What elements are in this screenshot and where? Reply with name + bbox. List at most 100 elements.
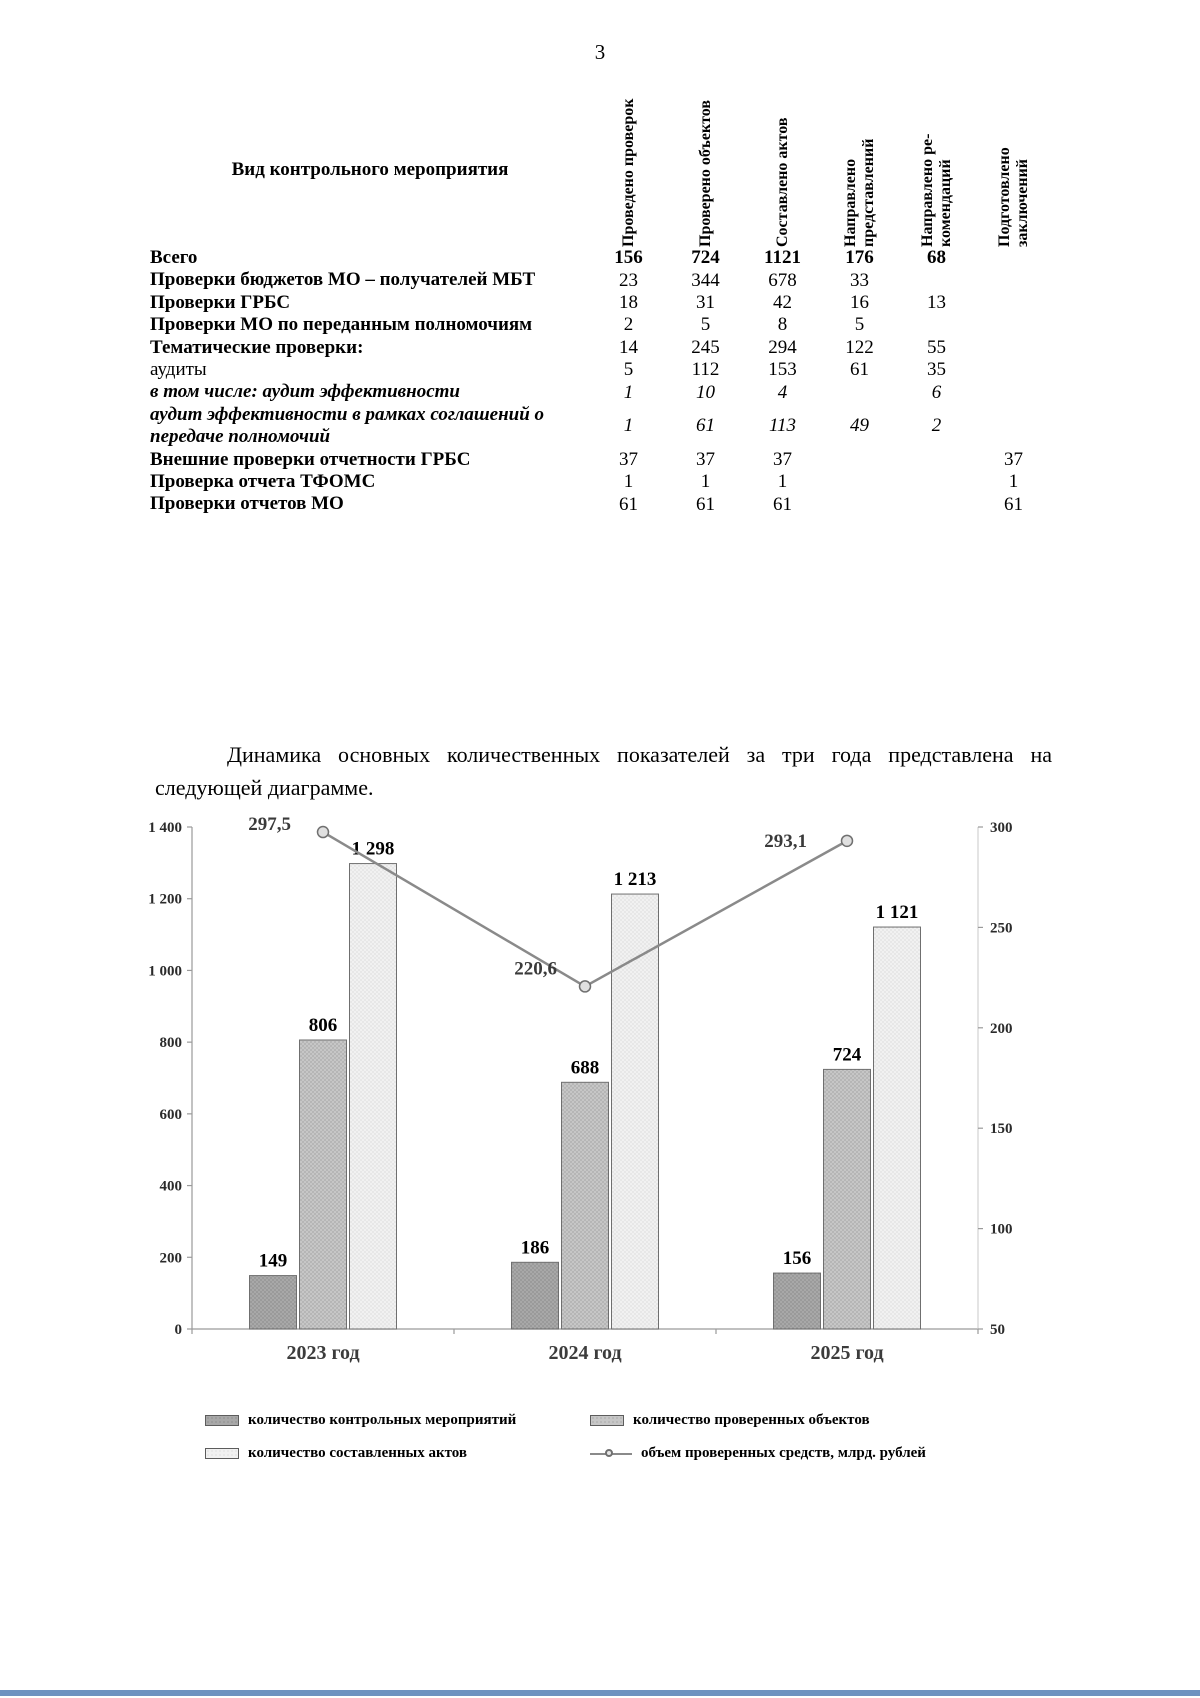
legend-item: количество контрольных мероприятий: [205, 1412, 590, 1429]
dynamics-chart-svg: 0 200 400 600 800 1 000 1 200 1 400 50 100 150 200 2…: [148, 814, 1013, 1364]
cell-value: [975, 269, 1052, 291]
cell-value: 1: [700, 471, 711, 493]
table-header-row: Вид контрольного мероприятия Проведено п…: [150, 92, 1052, 247]
row-label: аудит эффективности в рамках соглашений …: [150, 403, 545, 448]
cell-value: 37: [1004, 448, 1023, 470]
cell-value: 10: [696, 381, 715, 403]
line-data-label: 220,6: [514, 958, 557, 979]
cell-value: 35: [927, 359, 946, 381]
column-header: Подготовлено заключений: [995, 147, 1031, 247]
bar-data-label: 149: [259, 1251, 288, 1272]
cell-value: 2: [623, 314, 634, 336]
column-header: Проверено объектов: [696, 99, 714, 247]
right-axis-tick-label: 250: [990, 920, 1013, 936]
bar-data-label: 806: [309, 1015, 338, 1036]
bar-series-2: [561, 1081, 609, 1330]
table-row: Проверки отчетов МО 61 61 61 61: [150, 493, 1052, 515]
cell-value: 1: [623, 381, 634, 403]
row-label: Проверки бюджетов МО – получателей МБТ: [150, 269, 536, 291]
column-header: Составлено актов: [773, 117, 791, 247]
legend-item: количество проверенных объектов: [590, 1412, 975, 1429]
cell-value: [975, 247, 1052, 269]
cell-value: [898, 493, 975, 515]
bar-data-label: 1 298: [352, 839, 395, 860]
line-marker: [840, 834, 854, 848]
row-label: Проверки отчетов МО: [150, 493, 344, 515]
cell-value: [821, 493, 898, 515]
table-row: Тематические проверки: 14 245 294 122 55: [150, 337, 1052, 359]
cell-value: 37: [696, 448, 715, 470]
cell-value: 112: [691, 359, 720, 381]
category-label: 2025 год: [810, 1342, 883, 1364]
chart-legend: количество контрольных мероприятий количе…: [205, 1412, 985, 1462]
left-axis-tick-label: 600: [160, 1107, 183, 1123]
cell-value: 61: [619, 493, 638, 515]
legend-line-marker-icon: [590, 1448, 632, 1460]
cell-value: 49: [850, 415, 869, 437]
row-label: Проверки ГРБС: [150, 291, 291, 313]
cell-value: [975, 314, 1052, 336]
table-row: Проверка отчета ТФОМС 1 1 1 1: [150, 471, 1052, 493]
cell-value: [975, 359, 1052, 381]
legend-bar-swatch-icon: [205, 1448, 239, 1459]
category-label: 2024 год: [548, 1342, 621, 1364]
line-marker: [578, 980, 592, 993]
left-axis-tick-label: 1 400: [148, 820, 182, 836]
table-row: аудиты 5 112 153 61 35: [150, 359, 1052, 381]
cell-value: 5: [700, 314, 711, 336]
bar-data-label: 1 213: [614, 869, 657, 890]
cell-value: 61: [696, 493, 715, 515]
cell-value: 31: [696, 292, 715, 314]
column-header: Проведено проверок: [619, 98, 637, 247]
column-header: Направлено представлений: [841, 138, 877, 247]
row-label: Проверки МО по переданным полномочиям: [150, 314, 533, 336]
cell-value: 55: [927, 336, 946, 358]
right-axis-tick-label: 150: [990, 1121, 1013, 1137]
cell-value: 1: [623, 415, 634, 437]
cell-value: 8: [777, 314, 788, 336]
row-label: аудиты: [150, 359, 207, 381]
right-axis-tick-label: 100: [990, 1222, 1013, 1238]
bar-series-1: [249, 1275, 297, 1330]
cell-value: 61: [773, 493, 792, 515]
cell-value: 1: [1008, 471, 1019, 493]
cell-value: 16: [850, 292, 869, 314]
cell-value: 1121: [764, 247, 801, 269]
cell-value: [975, 337, 1052, 359]
cell-value: 344: [691, 269, 720, 291]
cell-value: 294: [768, 336, 797, 358]
left-axis-tick-label: 1 000: [148, 963, 182, 979]
bar-series-1: [773, 1272, 821, 1330]
table-row: Проверки бюджетов МО – получателей МБТ 23…: [150, 269, 1052, 291]
cell-value: [898, 269, 975, 291]
page-number: 3: [594, 40, 606, 64]
cell-value: 61: [1004, 493, 1023, 515]
table-row: аудит эффективности в рамках соглашений …: [150, 404, 1052, 449]
row-label: Всего: [150, 247, 198, 268]
cell-value: 176: [845, 247, 874, 269]
cell-value: 5: [623, 359, 634, 381]
cell-value: 13: [927, 292, 946, 314]
cell-value: 18: [619, 292, 638, 314]
legend-label: количество проверенных объектов: [633, 1412, 870, 1428]
row-label: Тематические проверки:: [150, 336, 364, 358]
bar-series-2: [299, 1039, 347, 1330]
cell-value: 5: [854, 314, 865, 336]
table-row: Внешние проверки отчетности ГРБС 37 37 37 37: [150, 449, 1052, 471]
cell-value: 61: [850, 359, 869, 381]
cell-value: [975, 292, 1052, 314]
cell-value: 122: [845, 336, 874, 358]
left-axis-tick-label: 800: [160, 1035, 183, 1051]
row-label: в том числе: аудит эффективности: [150, 381, 461, 403]
bar-series-3: [349, 863, 397, 1330]
bottom-edge-bar: [0, 1690, 1200, 1696]
legend-bar-swatch-icon: [590, 1415, 624, 1426]
cell-value: 113: [768, 415, 797, 437]
cell-value: 68: [927, 247, 946, 269]
table-row: Всего 156 724 1121 176 68: [150, 247, 1052, 269]
left-axis-tick-label: 200: [160, 1250, 183, 1266]
cell-value: 37: [773, 448, 792, 470]
cell-value: [821, 381, 898, 403]
right-axis-tick-label: 50: [990, 1322, 1005, 1338]
cell-value: 61: [696, 415, 715, 437]
